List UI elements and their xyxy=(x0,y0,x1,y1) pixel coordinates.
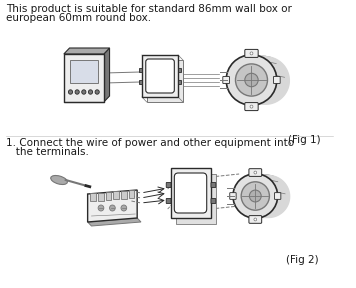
FancyBboxPatch shape xyxy=(106,192,111,200)
FancyBboxPatch shape xyxy=(273,77,280,84)
FancyBboxPatch shape xyxy=(121,191,127,199)
Circle shape xyxy=(75,90,79,94)
Circle shape xyxy=(121,205,127,211)
Text: the terminals.: the terminals. xyxy=(6,147,89,157)
FancyBboxPatch shape xyxy=(166,198,171,204)
Text: (Fig 2): (Fig 2) xyxy=(286,255,318,265)
FancyBboxPatch shape xyxy=(139,68,142,72)
Circle shape xyxy=(254,171,257,174)
FancyBboxPatch shape xyxy=(129,190,134,198)
FancyBboxPatch shape xyxy=(178,80,181,84)
FancyBboxPatch shape xyxy=(98,193,104,201)
FancyBboxPatch shape xyxy=(64,54,104,102)
FancyBboxPatch shape xyxy=(249,216,262,223)
FancyBboxPatch shape xyxy=(245,103,258,111)
Ellipse shape xyxy=(233,174,278,218)
FancyBboxPatch shape xyxy=(147,60,183,102)
FancyBboxPatch shape xyxy=(90,193,96,201)
Circle shape xyxy=(110,205,115,211)
FancyBboxPatch shape xyxy=(146,59,174,93)
FancyBboxPatch shape xyxy=(142,55,178,97)
FancyBboxPatch shape xyxy=(139,80,142,84)
Text: This product is suitable for standard 86mm wall box or: This product is suitable for standard 86… xyxy=(6,4,292,14)
Ellipse shape xyxy=(245,175,287,217)
FancyBboxPatch shape xyxy=(245,50,258,57)
FancyBboxPatch shape xyxy=(211,183,216,187)
FancyBboxPatch shape xyxy=(176,174,216,224)
FancyBboxPatch shape xyxy=(230,193,236,199)
Circle shape xyxy=(250,105,253,108)
Circle shape xyxy=(88,90,93,94)
Ellipse shape xyxy=(239,56,287,104)
Polygon shape xyxy=(88,190,137,222)
Circle shape xyxy=(254,218,257,221)
Ellipse shape xyxy=(245,73,258,87)
FancyBboxPatch shape xyxy=(113,191,119,199)
Text: (Fig 1): (Fig 1) xyxy=(288,135,320,145)
Text: european 60mm round box.: european 60mm round box. xyxy=(6,13,151,23)
FancyBboxPatch shape xyxy=(166,183,171,187)
FancyBboxPatch shape xyxy=(70,60,98,82)
FancyBboxPatch shape xyxy=(178,68,181,72)
Ellipse shape xyxy=(250,190,261,202)
FancyBboxPatch shape xyxy=(274,193,281,199)
Circle shape xyxy=(98,205,104,211)
Polygon shape xyxy=(104,48,110,102)
Ellipse shape xyxy=(226,55,277,105)
FancyBboxPatch shape xyxy=(171,168,210,218)
FancyBboxPatch shape xyxy=(211,198,216,204)
Ellipse shape xyxy=(235,64,267,96)
Circle shape xyxy=(250,52,253,55)
Circle shape xyxy=(95,90,99,94)
Text: 1. Connect the wire of power and other equipment into: 1. Connect the wire of power and other e… xyxy=(6,138,294,148)
FancyBboxPatch shape xyxy=(249,169,262,176)
FancyBboxPatch shape xyxy=(174,173,207,213)
Ellipse shape xyxy=(241,182,269,210)
Circle shape xyxy=(82,90,86,94)
Circle shape xyxy=(68,90,73,94)
Polygon shape xyxy=(88,218,141,226)
FancyBboxPatch shape xyxy=(223,77,230,84)
Ellipse shape xyxy=(51,175,67,185)
Polygon shape xyxy=(64,48,110,54)
